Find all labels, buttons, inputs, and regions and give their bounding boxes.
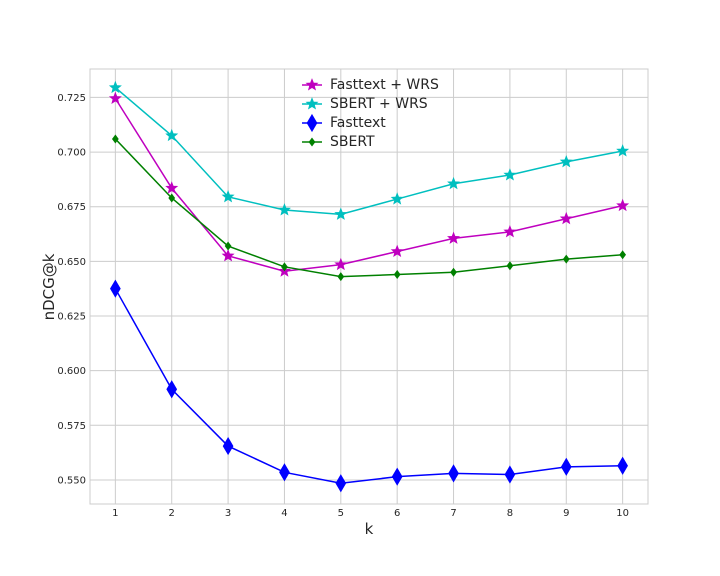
- y-tick-label: 0.675: [57, 202, 86, 213]
- x-tick-label: 6: [394, 508, 400, 519]
- legend-label: SBERT: [330, 134, 375, 150]
- data-point: [503, 225, 517, 238]
- x-tick-label: 10: [616, 508, 629, 519]
- data-point: [165, 181, 179, 194]
- x-tick-label: 9: [563, 508, 569, 519]
- data-point: [108, 91, 122, 105]
- data-point: [277, 203, 291, 216]
- legend-marker: [306, 113, 318, 133]
- y-tick-label: 0.725: [57, 93, 86, 104]
- data-point: [334, 207, 348, 220]
- data-point: [391, 467, 403, 486]
- data-point: [166, 380, 178, 399]
- legend: Fasttext + WRS SBERT + WRS Fasttext SBERT: [302, 77, 439, 150]
- data-point: [224, 241, 232, 251]
- data-point: [560, 457, 572, 476]
- data-point: [279, 463, 290, 482]
- data-point: [559, 211, 573, 225]
- data-point: [165, 128, 179, 142]
- series-group: [108, 80, 630, 220]
- data-point: [450, 267, 457, 277]
- plot-area: [89, 68, 649, 505]
- x-tick-label: 3: [225, 508, 231, 519]
- data-point: [111, 134, 119, 144]
- legend-marker: [308, 137, 316, 147]
- data-point: [110, 279, 121, 298]
- y-tick-labels: 0.550 0.575 0.600 0.625 0.650 0.675 0.700 0.725: [57, 93, 86, 487]
- data-point: [108, 80, 122, 94]
- y-axis-label: nDCG@k: [40, 253, 58, 320]
- legend-marker: [305, 97, 319, 110]
- data-point: [221, 190, 235, 203]
- legend-marker: [305, 78, 319, 91]
- x-tick-labels: 1 2 3 4 5 6 7 8 9 10: [112, 508, 629, 519]
- data-point: [504, 465, 516, 484]
- data-point: [221, 249, 235, 262]
- data-point: [503, 168, 517, 181]
- x-tick-label: 2: [169, 508, 175, 519]
- data-point: [168, 193, 176, 203]
- series-group: [110, 279, 628, 493]
- x-tick-label: 8: [507, 508, 513, 519]
- legend-label: Fasttext + WRS: [330, 77, 439, 93]
- legend-label: Fasttext: [330, 115, 386, 131]
- data-point: [447, 176, 461, 190]
- y-tick-label: 0.575: [57, 421, 86, 432]
- data-point: [616, 198, 630, 212]
- y-tick-label: 0.700: [57, 148, 86, 159]
- data-point: [447, 231, 461, 244]
- x-axis-label: k: [365, 520, 374, 538]
- series-layer: [108, 80, 630, 493]
- data-point: [617, 456, 628, 475]
- grid-lines: [90, 69, 648, 504]
- data-point: [506, 261, 514, 271]
- data-point: [390, 244, 404, 258]
- legend-label: SBERT + WRS: [330, 96, 428, 112]
- x-tick-label: 1: [112, 508, 118, 519]
- x-tick-label: 5: [338, 508, 344, 519]
- data-point: [335, 474, 347, 493]
- x-tick-label: 4: [281, 508, 287, 519]
- data-point: [619, 250, 627, 260]
- y-tick-label: 0.650: [57, 257, 86, 268]
- series-line: [114, 138, 623, 278]
- data-point: [334, 257, 348, 271]
- series-line: [114, 87, 623, 216]
- y-tick-label: 0.625: [57, 312, 86, 323]
- data-point: [393, 269, 401, 279]
- data-point: [390, 192, 404, 205]
- series-group: [111, 134, 627, 282]
- series-line: [114, 288, 623, 484]
- data-point: [448, 464, 459, 483]
- data-point: [281, 262, 288, 272]
- data-point: [562, 254, 570, 264]
- data-point: [337, 272, 345, 282]
- data-point: [559, 155, 573, 168]
- data-point: [616, 144, 630, 157]
- y-tick-label: 0.550: [57, 475, 86, 486]
- data-point: [222, 436, 234, 456]
- y-tick-label: 0.600: [57, 366, 86, 377]
- x-tick-label: 7: [450, 508, 456, 519]
